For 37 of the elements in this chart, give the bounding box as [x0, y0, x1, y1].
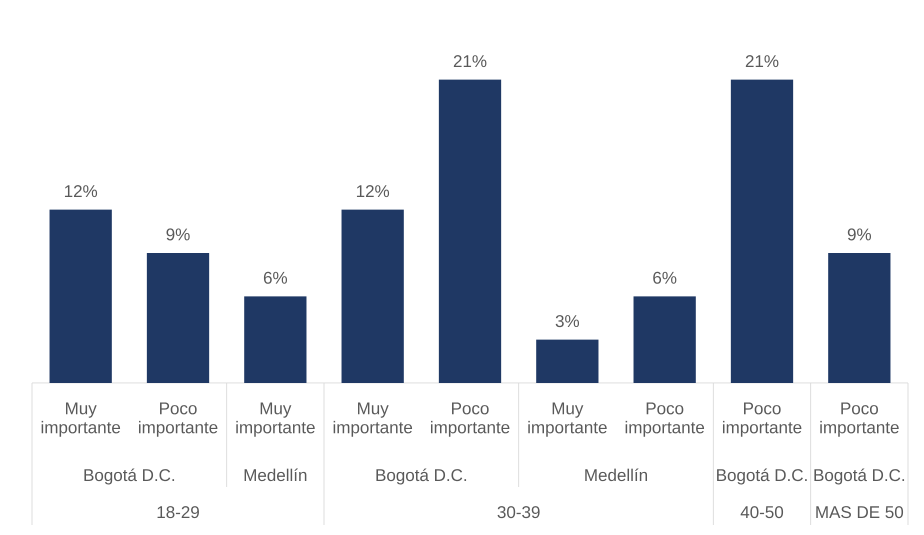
text: Bogotá D.C.	[84, 468, 174, 485]
data-label: 6%	[264, 272, 288, 284]
data-label: 9%	[848, 228, 871, 240]
bar	[536, 340, 598, 383]
text: MAS DE 50	[816, 506, 904, 518]
x-tick-label: Poco importante	[820, 402, 899, 437]
bar	[342, 210, 404, 383]
x-tick-label: Poco importante	[138, 402, 218, 437]
text: Bogotá D.C.	[376, 468, 466, 485]
data-label: 9%	[166, 228, 190, 240]
text: Bogotá D.C.	[717, 468, 807, 485]
text: Medellín	[244, 468, 306, 482]
data-label: 6%	[653, 272, 676, 284]
data-label: 12%	[356, 185, 390, 198]
text: Bogotá D.C.	[814, 468, 904, 485]
x-tick-label: Muy importante	[334, 402, 412, 437]
data-label: 3%	[556, 315, 580, 328]
bar	[730, 80, 794, 383]
bar	[244, 296, 306, 383]
x-tick-label: Muy importante	[528, 402, 607, 437]
data-label: 12%	[64, 185, 98, 198]
text: Medellín	[585, 468, 648, 482]
x-tick-label: Poco importante	[626, 402, 704, 437]
data-label: 21%	[746, 55, 778, 68]
x-tick-label: Muy importante	[236, 402, 315, 437]
bar	[50, 210, 112, 383]
text: 18-29	[158, 506, 199, 518]
x-tick-label: Muy importante	[42, 402, 120, 437]
text: 30-39	[498, 506, 540, 518]
data-label: 21%	[454, 55, 486, 68]
bar	[828, 252, 890, 383]
x-tick-label: Poco importante	[722, 402, 802, 437]
bar	[438, 80, 502, 383]
bar	[146, 252, 210, 383]
text: 40-50	[740, 506, 784, 518]
bar	[634, 296, 696, 383]
x-tick-label: Poco importante	[430, 402, 510, 437]
